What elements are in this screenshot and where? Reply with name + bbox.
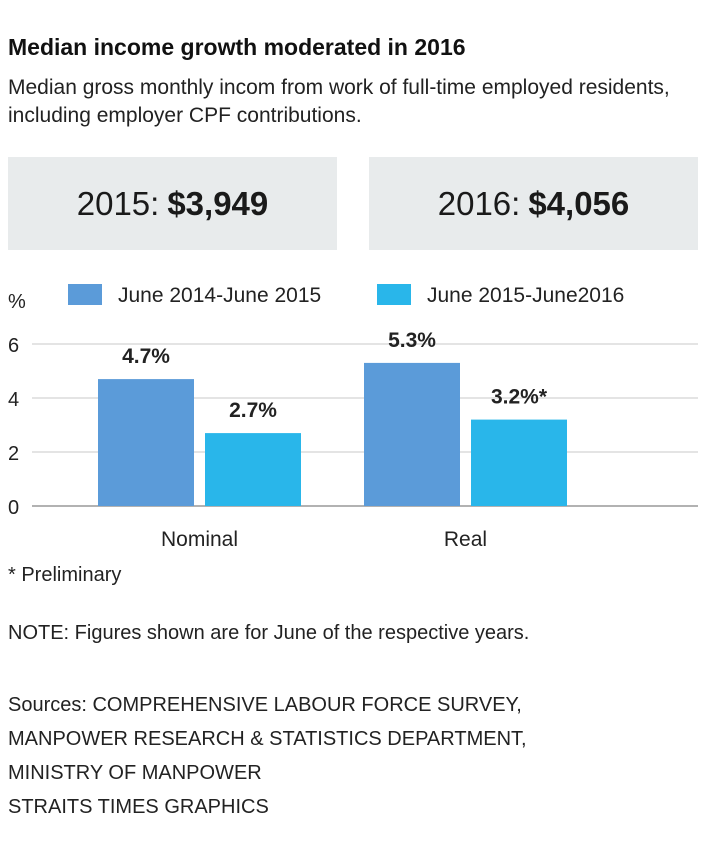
source-line: Sources: COMPREHENSIVE LABOUR FORCE SURV…: [8, 694, 522, 716]
legend-label: June 2015-June2016: [427, 284, 624, 307]
x-tick-label: Nominal: [161, 528, 238, 551]
source-line: MANPOWER RESEARCH & STATISTICS DEPARTMEN…: [8, 728, 527, 750]
y-tick-label: 0: [8, 497, 19, 519]
bar: [98, 379, 194, 506]
bar: [205, 433, 301, 506]
legend-label: June 2014-June 2015: [118, 284, 321, 307]
data-label: 2.7%: [229, 399, 277, 422]
summary-year-2015: 2015:: [76, 184, 160, 222]
data-label: 4.7%: [122, 345, 170, 368]
footnote-preliminary: * Preliminary: [8, 564, 122, 586]
y-axis-label: %: [8, 291, 26, 313]
summary-box-2015: 2015: $3,949: [8, 157, 337, 250]
legend-swatch: [68, 284, 102, 305]
bar-chart: % June 2014-June 2015 June 2015-June2016 0 2…: [8, 284, 698, 551]
footnote-note: NOTE: Figures shown are for June of the …: [8, 622, 530, 644]
bar: [471, 419, 567, 506]
data-label: 5.3%: [388, 329, 436, 352]
chart-subtitle: Median gross monthly incom from work of …: [8, 76, 670, 127]
source-line: STRAITS TIMES GRAPHICS: [8, 796, 269, 818]
summary-year-2016: 2016:: [437, 184, 521, 222]
y-tick-label: 6: [8, 335, 19, 357]
chart-title: Median income growth moderated in 2016: [8, 34, 466, 60]
sources: Sources: COMPREHENSIVE LABOUR FORCE SURV…: [8, 688, 527, 824]
summary-box-2016: 2016: $4,056: [369, 157, 698, 250]
x-tick-label: Real: [444, 528, 487, 551]
legend-swatch: [377, 284, 411, 305]
summary-amount-2016: $4,056: [528, 184, 630, 222]
summary-amount-2015: $3,949: [167, 184, 269, 222]
bar: [364, 362, 460, 506]
data-label: 3.2%*: [491, 386, 548, 409]
y-tick-label: 4: [8, 389, 19, 411]
source-line: MINISTRY OF MANPOWER: [8, 762, 262, 784]
y-tick-label: 2: [8, 443, 19, 465]
